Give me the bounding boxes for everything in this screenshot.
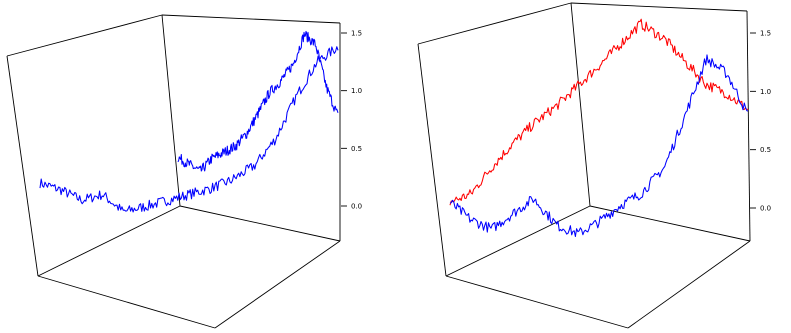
box-edge <box>417 43 447 277</box>
box-edge <box>214 240 341 329</box>
panel-right-3d-plot: 0.0 0.5 1.0 1.5 <box>417 2 771 329</box>
box-edge <box>746 10 751 242</box>
z-tick-label: 0.5 <box>760 146 771 154</box>
box-edge <box>161 14 181 207</box>
box-edge <box>37 275 216 329</box>
z-tick-label: 1.5 <box>760 30 771 38</box>
z-tick-label: 1.0 <box>351 87 362 95</box>
bounding-box <box>417 2 751 329</box>
z-axis: 0.0 0.5 1.0 1.5 <box>750 30 771 213</box>
series-line <box>177 30 339 172</box>
z-tick-label: 0.5 <box>351 145 362 153</box>
series-line <box>449 18 749 206</box>
box-edge <box>445 205 591 277</box>
z-tick-label: 1.5 <box>351 30 362 38</box>
box-edge <box>570 2 591 207</box>
box-edge <box>570 2 748 12</box>
box-edge <box>417 2 572 45</box>
series-line <box>39 46 339 213</box>
box-edge <box>589 205 751 242</box>
traces <box>39 30 339 213</box>
box-edge <box>179 205 341 242</box>
z-axis: 0.0 0.5 1.0 1.5 <box>341 30 362 211</box>
box-edge <box>161 14 341 24</box>
z-tick-label: 1.0 <box>760 88 771 96</box>
panel-left-3d-plot: 0.0 0.5 1.0 1.5 <box>6 14 362 329</box>
box-edge <box>627 240 751 329</box>
box-edge <box>445 275 629 329</box>
bounding-box <box>6 14 341 329</box>
box-edge <box>6 55 39 277</box>
traces <box>449 18 749 238</box>
series-line <box>449 54 749 238</box>
box-edge <box>6 14 163 57</box>
z-tick-label: 0.0 <box>351 203 362 211</box>
z-tick-label: 0.0 <box>760 205 771 213</box>
box-edge <box>37 205 181 277</box>
